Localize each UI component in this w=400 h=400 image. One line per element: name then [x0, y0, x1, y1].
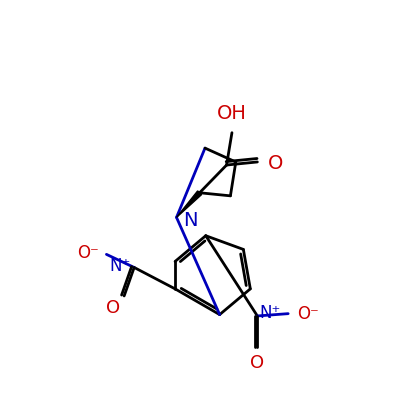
- Text: O: O: [250, 354, 264, 372]
- Text: N⁺: N⁺: [110, 257, 131, 275]
- Polygon shape: [176, 191, 202, 218]
- Text: O⁻: O⁻: [297, 305, 319, 323]
- Text: O⁻: O⁻: [77, 244, 99, 262]
- Text: O: O: [268, 154, 284, 173]
- Text: N⁺: N⁺: [259, 304, 280, 322]
- Text: OH: OH: [217, 104, 247, 124]
- Text: N: N: [183, 211, 197, 230]
- Text: O: O: [106, 299, 120, 317]
